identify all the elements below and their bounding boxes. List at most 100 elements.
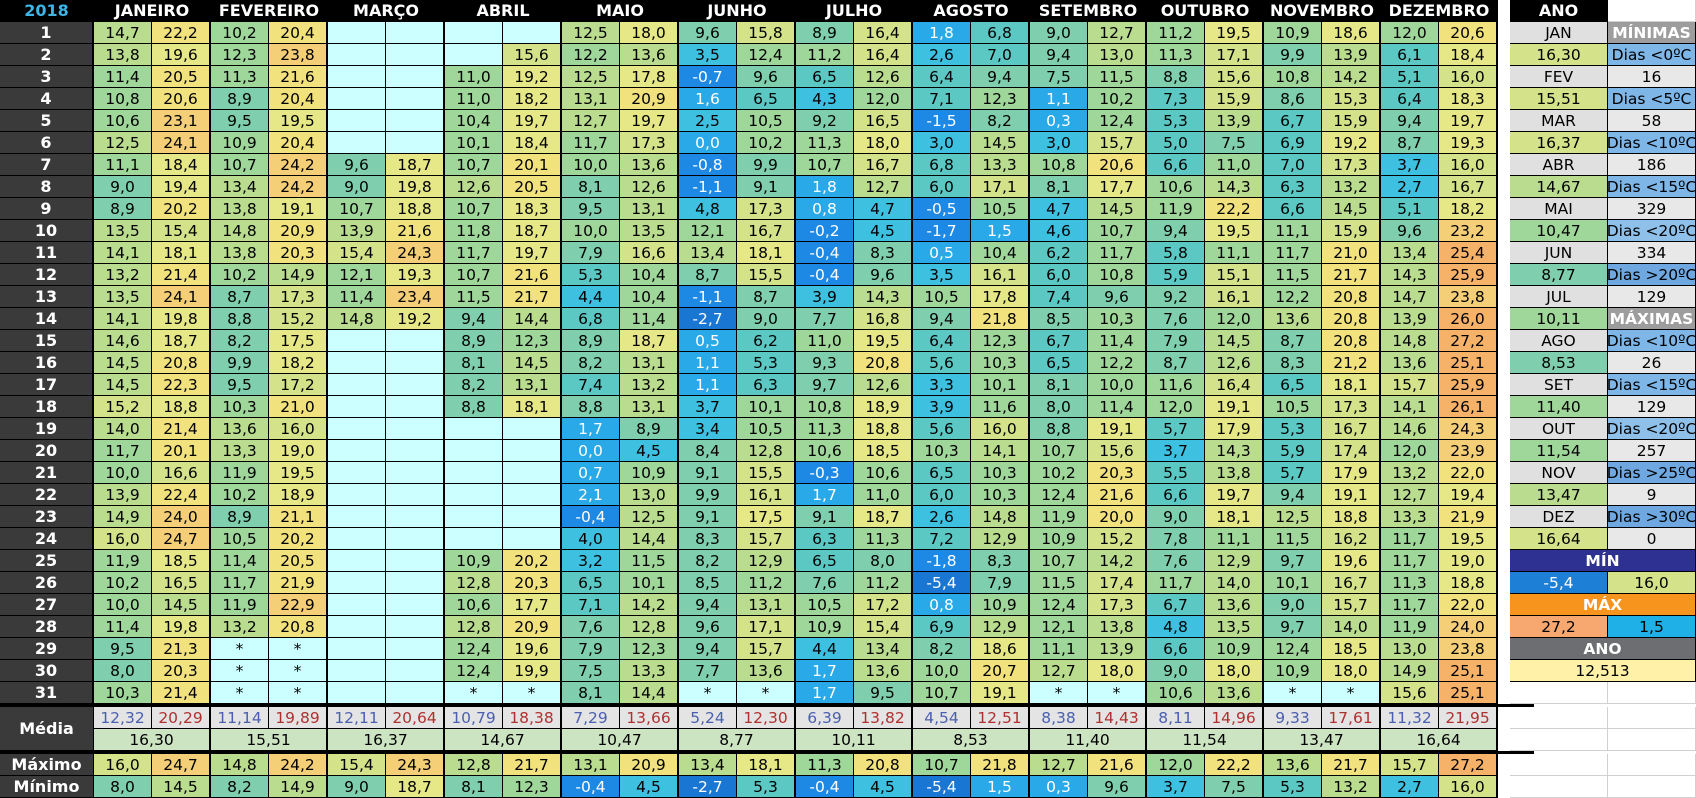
temp-cell[interactable]: 7,3 (1147, 88, 1205, 110)
temp-cell[interactable]: 18,7 (620, 330, 679, 352)
temp-cell[interactable]: 27,2 (1439, 330, 1498, 352)
temp-cell[interactable]: 9,3 (796, 352, 854, 374)
temp-cell[interactable]: 13,9 (1381, 308, 1439, 330)
temp-cell[interactable]: 8,9 (620, 418, 679, 440)
temp-cell[interactable]: 15,5 (737, 264, 796, 286)
temp-cell[interactable]: 3,7 (1147, 440, 1205, 462)
temp-cell[interactable]: 9,5 (211, 110, 269, 132)
temp-cell[interactable]: 13,6 (1381, 352, 1439, 374)
temp-cell[interactable]: 1,5 (971, 220, 1030, 242)
temp-cell[interactable]: 6,5 (737, 88, 796, 110)
temp-cell[interactable]: 11,7 (562, 132, 620, 154)
temp-cell[interactable]: 4,7 (1030, 198, 1088, 220)
temp-cell[interactable]: 23,8 (1439, 638, 1498, 660)
temp-cell[interactable]: 0,7 (562, 462, 620, 484)
media-mensal[interactable]: 11,40 (1030, 729, 1147, 751)
temp-cell[interactable]: 6,5 (1030, 352, 1088, 374)
temp-cell[interactable]: 10,9 (211, 132, 269, 154)
temp-cell[interactable] (503, 22, 562, 44)
temp-cell[interactable]: 10,9 (1205, 638, 1264, 660)
temp-cell[interactable]: 20,8 (152, 352, 211, 374)
temp-cell[interactable]: * (269, 682, 328, 704)
temp-cell[interactable]: 9,5 (562, 198, 620, 220)
temp-cell[interactable]: 14,7 (1381, 286, 1439, 308)
minimo-cell[interactable]: 8,2 (211, 776, 269, 798)
summary-left[interactable]: 8,77 (1510, 264, 1608, 286)
temp-cell[interactable]: 14,4 (503, 308, 562, 330)
temp-cell[interactable]: 8,7 (1147, 352, 1205, 374)
temp-cell[interactable]: 7,7 (679, 660, 737, 682)
media-mensal[interactable]: 16,30 (94, 729, 211, 751)
temp-cell[interactable]: -0,5 (913, 198, 971, 220)
temp-cell[interactable]: * (1322, 682, 1381, 704)
temp-cell[interactable]: 8,1 (562, 682, 620, 704)
temp-cell[interactable]: 13,1 (562, 88, 620, 110)
summary-right[interactable]: Dias <0ºC (1608, 44, 1696, 66)
temp-cell[interactable]: 18,8 (1322, 506, 1381, 528)
temp-cell[interactable]: 12,6 (854, 374, 913, 396)
temp-cell[interactable]: 13,6 (211, 418, 269, 440)
temp-cell[interactable]: 10,7 (211, 154, 269, 176)
temp-cell[interactable]: 12,5 (94, 132, 152, 154)
temp-cell[interactable]: 17,3 (620, 132, 679, 154)
temp-cell[interactable]: * (737, 682, 796, 704)
temp-cell[interactable]: 16,5 (854, 110, 913, 132)
temp-cell[interactable]: 20,6 (152, 88, 211, 110)
temp-cell[interactable]: 6,0 (913, 484, 971, 506)
temp-cell[interactable]: 15,9 (1322, 220, 1381, 242)
temp-cell[interactable]: 1,6 (679, 88, 737, 110)
temp-cell[interactable]: 0,8 (913, 594, 971, 616)
temp-cell[interactable]: 9,6 (854, 264, 913, 286)
temp-cell[interactable]: 12,9 (971, 616, 1030, 638)
temp-cell[interactable]: 8,0 (94, 660, 152, 682)
temp-cell[interactable]: 12,6 (445, 176, 503, 198)
temp-cell[interactable]: 15,7 (1322, 594, 1381, 616)
summary-right[interactable]: 0 (1608, 528, 1696, 550)
day-label[interactable]: 20 (0, 440, 94, 462)
temp-cell[interactable]: 5,5 (1147, 462, 1205, 484)
temp-cell[interactable]: 19,0 (1439, 550, 1498, 572)
temp-cell[interactable]: 10,0 (94, 594, 152, 616)
temp-cell[interactable]: 11,4 (1088, 330, 1147, 352)
temp-cell[interactable]: 17,2 (854, 594, 913, 616)
media-min[interactable]: 8,11 (1147, 707, 1205, 729)
temp-cell[interactable]: 24,0 (152, 506, 211, 528)
temp-cell[interactable] (445, 22, 503, 44)
day-label[interactable]: 10 (0, 220, 94, 242)
temp-cell[interactable]: 18,9 (854, 396, 913, 418)
temp-cell[interactable]: 17,1 (971, 176, 1030, 198)
temp-cell[interactable]: 2,6 (913, 44, 971, 66)
minimo-cell[interactable]: 8,0 (94, 776, 152, 798)
temp-cell[interactable]: 11,9 (94, 550, 152, 572)
maximo-cell[interactable]: 22,2 (1205, 754, 1264, 776)
media-max[interactable]: 12,51 (971, 707, 1030, 729)
media-min[interactable]: 6,39 (796, 707, 854, 729)
temp-cell[interactable] (328, 660, 386, 682)
temp-cell[interactable]: 10,7 (1030, 550, 1088, 572)
maximo-cell[interactable]: 21,7 (503, 754, 562, 776)
minimo-cell[interactable]: 12,3 (503, 776, 562, 798)
temp-cell[interactable] (386, 682, 445, 704)
temp-cell[interactable]: 16,0 (971, 418, 1030, 440)
temp-cell[interactable] (386, 110, 445, 132)
maximo-cell[interactable]: 13,1 (562, 754, 620, 776)
temp-cell[interactable]: 10,5 (913, 286, 971, 308)
day-label[interactable]: 23 (0, 506, 94, 528)
temp-cell[interactable]: 14,4 (620, 682, 679, 704)
temp-cell[interactable]: 9,6 (328, 154, 386, 176)
summary-left[interactable]: 8,53 (1510, 352, 1608, 374)
temp-cell[interactable] (328, 616, 386, 638)
temp-cell[interactable]: 16,6 (152, 462, 211, 484)
temp-cell[interactable]: 6,7 (1264, 110, 1322, 132)
temp-cell[interactable]: 4,3 (796, 88, 854, 110)
maximo-cell[interactable]: 24,2 (269, 754, 328, 776)
temp-cell[interactable]: 8,3 (971, 550, 1030, 572)
temp-cell[interactable]: 18,2 (503, 88, 562, 110)
temp-cell[interactable]: 14,2 (620, 594, 679, 616)
temp-cell[interactable]: 1,7 (796, 484, 854, 506)
temp-cell[interactable]: 10,1 (620, 572, 679, 594)
temp-cell[interactable]: 19,6 (503, 638, 562, 660)
temp-cell[interactable]: 17,9 (1205, 418, 1264, 440)
temp-cell[interactable]: 19,1 (1088, 418, 1147, 440)
temp-cell[interactable]: 14,6 (1381, 418, 1439, 440)
